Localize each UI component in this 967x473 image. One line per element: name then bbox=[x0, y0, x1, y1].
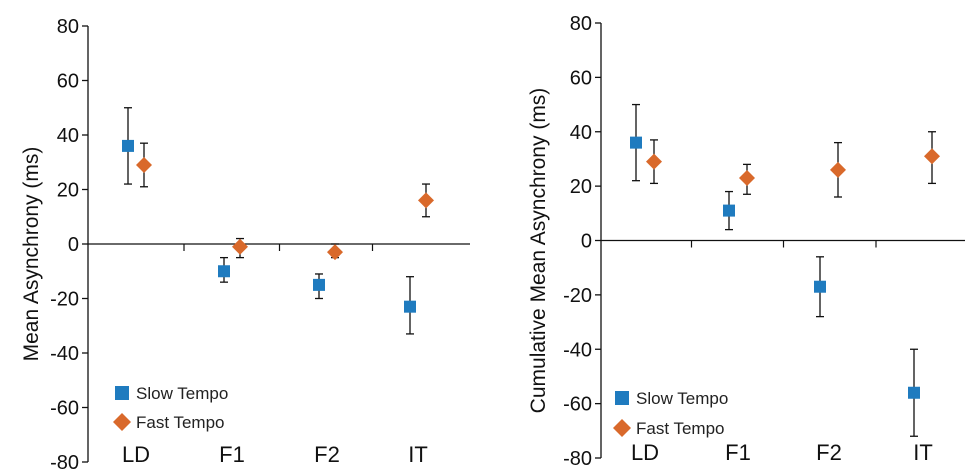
legend-marker-fast-tempo bbox=[113, 413, 131, 431]
x-category-label: IT bbox=[408, 442, 428, 467]
data-point-fast-tempo bbox=[232, 238, 248, 255]
legend: Slow Tempo Fast Tempo bbox=[613, 389, 728, 438]
data-point-slow-tempo bbox=[908, 386, 920, 399]
x-category-label: IT bbox=[913, 440, 933, 465]
data-point-slow-tempo bbox=[313, 278, 325, 291]
y-tick-label: -40 bbox=[563, 339, 592, 361]
y-axis-title: Mean Asynchrony (ms) bbox=[20, 147, 43, 362]
data-point-fast-tempo bbox=[924, 148, 940, 165]
data-point-slow-tempo bbox=[122, 139, 134, 152]
y-tick-label: 40 bbox=[570, 122, 592, 144]
data-point-fast-tempo bbox=[646, 153, 662, 170]
data-point-fast-tempo bbox=[418, 192, 434, 209]
y-tick-label: 0 bbox=[581, 231, 592, 253]
y-tick-label: -80 bbox=[50, 452, 79, 473]
data-point-slow-tempo bbox=[723, 204, 735, 217]
x-category-label: F1 bbox=[219, 442, 245, 467]
data-point-fast-tempo bbox=[739, 169, 755, 186]
data-point-fast-tempo bbox=[327, 244, 343, 261]
data-point-slow-tempo bbox=[218, 265, 230, 278]
legend-label-slow-tempo: Slow Tempo bbox=[136, 384, 228, 403]
y-tick-label: 20 bbox=[57, 180, 79, 202]
legend-label-fast-tempo: Fast Tempo bbox=[136, 413, 225, 432]
data-point-fast-tempo bbox=[830, 161, 846, 178]
y-tick-label: -80 bbox=[563, 448, 592, 470]
x-category-label: F2 bbox=[816, 440, 842, 465]
legend-marker-fast-tempo bbox=[613, 419, 631, 437]
y-tick-label: -60 bbox=[563, 394, 592, 416]
y-tick-label: 40 bbox=[57, 125, 79, 147]
y-axis-title: Cumulative Mean Asynchrony (ms) bbox=[527, 88, 550, 414]
y-tick-label: 60 bbox=[570, 67, 592, 89]
y-tick-label: 60 bbox=[57, 71, 79, 93]
x-category-label: F1 bbox=[725, 440, 751, 465]
y-tick-label: -40 bbox=[50, 343, 79, 365]
y-tick-label: -20 bbox=[563, 285, 592, 307]
y-tick-label: -60 bbox=[50, 398, 79, 420]
data-point-slow-tempo bbox=[404, 300, 416, 313]
x-category-label: F2 bbox=[314, 442, 340, 467]
y-tick-label: -20 bbox=[50, 289, 79, 311]
legend: Slow Tempo Fast Tempo bbox=[113, 384, 228, 432]
legend-marker-slow-tempo bbox=[115, 386, 129, 400]
chart-panel-1: 80 60 40 20 0 -20 -40 -60 -80 LD F1 F2 IT Mean Asynch… bbox=[20, 16, 470, 473]
x-category-label: LD bbox=[631, 440, 659, 465]
legend-marker-slow-tempo bbox=[615, 391, 629, 405]
data-point-slow-tempo bbox=[814, 280, 826, 293]
y-tick-label: 20 bbox=[570, 176, 592, 198]
data-point-slow-tempo bbox=[630, 136, 642, 149]
y-tick-label: 80 bbox=[570, 13, 592, 35]
legend-label-slow-tempo: Slow Tempo bbox=[636, 389, 728, 408]
legend-label-fast-tempo: Fast Tempo bbox=[636, 419, 725, 438]
y-tick-label: 0 bbox=[68, 234, 79, 256]
chart-panel-2: 80 60 40 20 0 -20 -40 -60 -80 LD F1 F2 IT Cumulative … bbox=[527, 13, 965, 470]
x-category-label: LD bbox=[122, 442, 150, 467]
data-point-fast-tempo bbox=[136, 156, 152, 173]
y-tick-label: 80 bbox=[57, 16, 79, 38]
